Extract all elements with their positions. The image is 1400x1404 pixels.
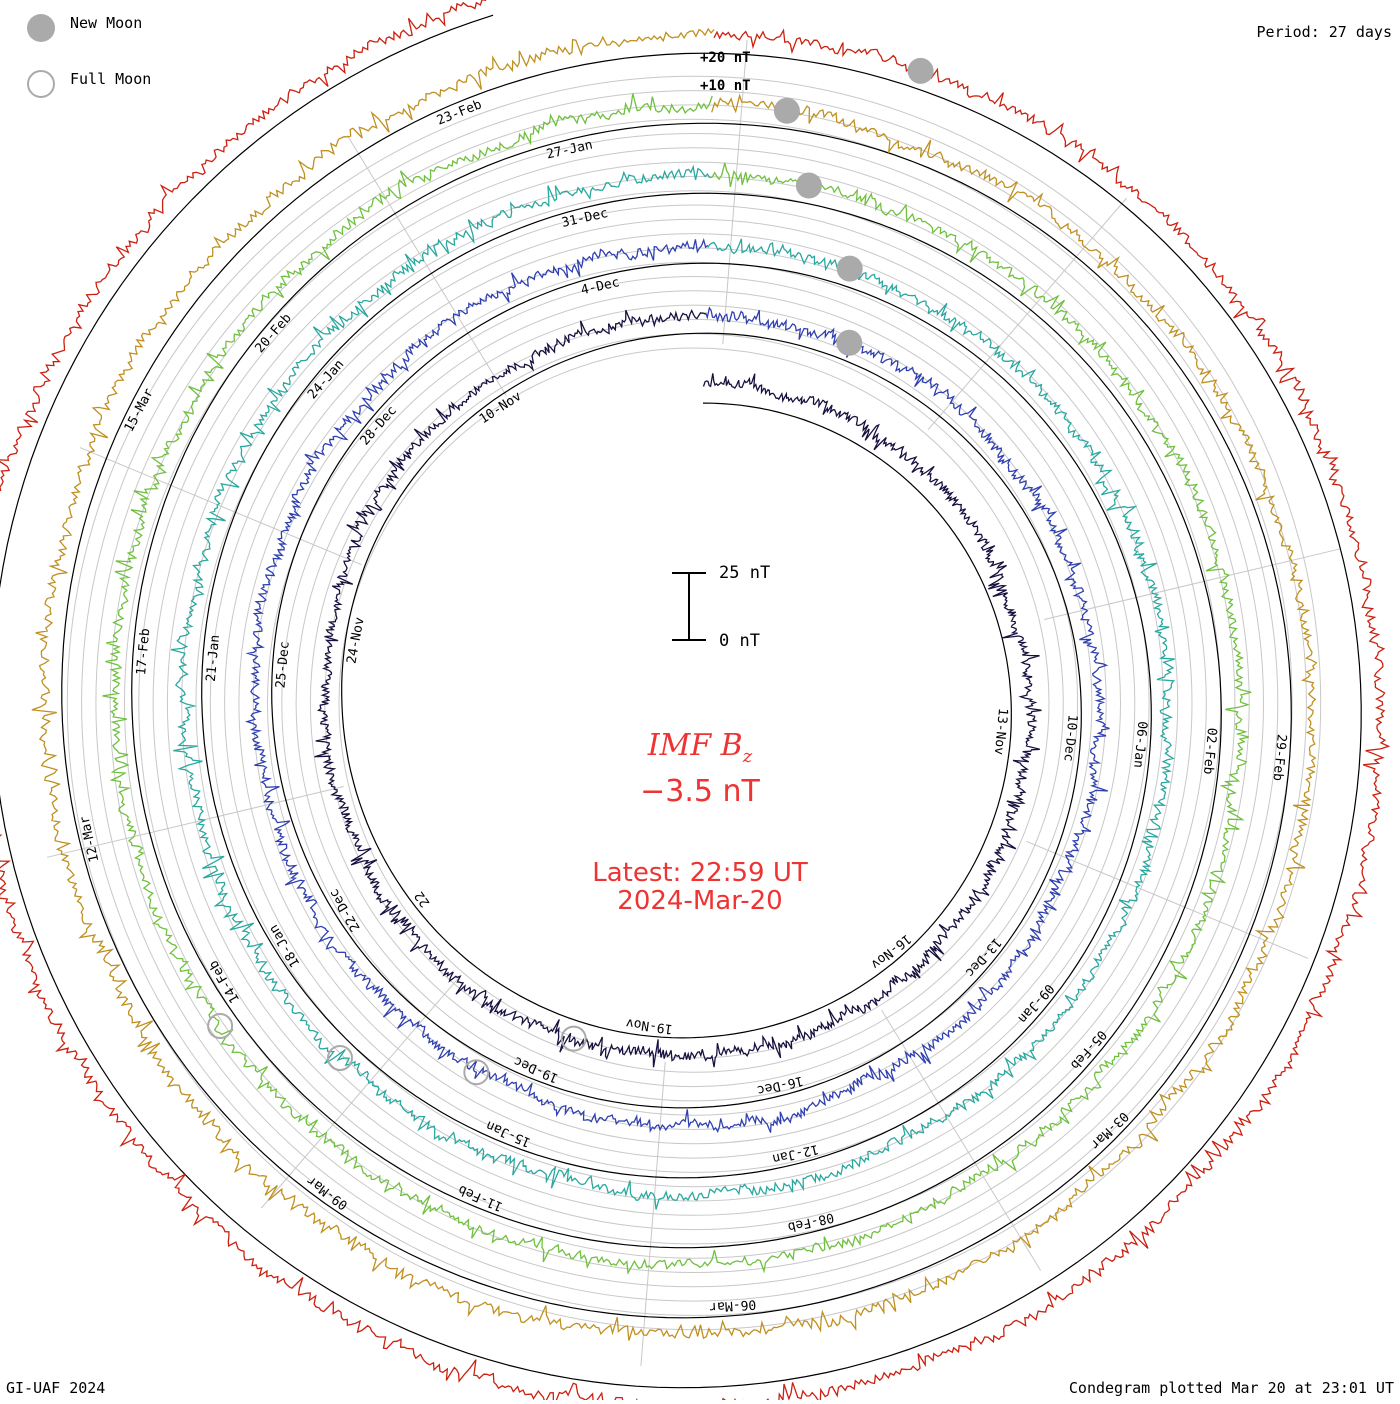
series-trace <box>314 308 1042 1068</box>
new-moon-legend-label: New Moon <box>70 14 143 32</box>
grid-spoke <box>722 40 748 345</box>
date-label: 27-Jan <box>545 138 594 163</box>
period-label: Period: 27 days <box>1256 23 1392 41</box>
grid-spoke <box>881 1009 1042 1271</box>
date-label: 29-Feb <box>1270 733 1289 781</box>
date-label: 19-Nov <box>625 1015 674 1036</box>
full-moon-legend-label: Full Moon <box>70 70 152 88</box>
label-layer: 13-Nov16-Nov19-Nov2224-Nov10-Nov10-Dec13… <box>77 97 1288 1314</box>
grid-spoke <box>640 1061 666 1366</box>
credit-label: GI-UAF 2024 <box>6 1379 106 1397</box>
grid-circle <box>309 318 1079 1088</box>
grid-circle <box>338 347 1050 1059</box>
grid-circle <box>224 233 1164 1173</box>
date-label: 12-Jan <box>771 1141 820 1166</box>
grid-circle <box>267 276 1121 1130</box>
grid-circle <box>252 261 1136 1145</box>
grid-circle <box>238 247 1150 1159</box>
new-moon-marker <box>773 97 800 124</box>
grid-circle <box>81 90 1307 1316</box>
scale-plus10-label: +10 nT <box>700 78 751 94</box>
scale-layer: +20 nT +10 nT <box>672 50 751 641</box>
date-label: 14-Feb <box>206 957 243 1005</box>
series-trace <box>244 237 1110 1134</box>
date-label: 10-Dec <box>1060 714 1079 762</box>
grid-spoke <box>1026 840 1309 959</box>
scale-top-label: 25 nT <box>719 563 771 583</box>
date-label: 12-Mar <box>77 814 102 863</box>
new-moon-legend-icon <box>27 14 55 42</box>
latest-date: 2024-Mar-20 <box>617 886 783 916</box>
full-moon-marker <box>207 1013 234 1039</box>
moon-layer <box>207 57 934 1086</box>
date-label: 06-Jan <box>1130 720 1149 768</box>
grid-circle <box>95 104 1293 1302</box>
grid-circle <box>209 218 1179 1188</box>
scale-bottom-label: 0 nT <box>719 631 760 651</box>
date-label: 25-Dec <box>273 641 292 689</box>
grid-circle <box>195 204 1193 1202</box>
new-moon-marker <box>907 57 934 84</box>
grid-spoke <box>927 197 1127 430</box>
grid-circle <box>295 304 1093 1102</box>
grid-circle <box>109 118 1279 1288</box>
series-trace <box>31 27 1318 1341</box>
date-label: 06-Mar <box>709 1296 757 1314</box>
date-label: 31-Dec <box>560 206 609 231</box>
baseline-spiral <box>0 14 1362 1389</box>
date-label: 13-Nov <box>991 707 1010 755</box>
latest-value: −3.5 nT <box>640 774 760 809</box>
grid-circle <box>152 161 1236 1245</box>
grid-layer <box>46 40 1342 1366</box>
latest-time: Latest: 22:59 UT <box>592 858 808 888</box>
series-trace <box>170 164 1175 1210</box>
new-moon-marker <box>836 255 863 282</box>
full-moon-marker <box>560 1025 587 1052</box>
parameter-title-sub: z <box>742 746 753 767</box>
series-trace <box>102 93 1252 1275</box>
grid-spoke <box>346 135 507 397</box>
grid-spoke <box>46 786 344 858</box>
date-label: 09-Mar <box>304 1172 351 1212</box>
new-moon-marker <box>795 172 822 199</box>
grid-circle <box>138 147 1250 1259</box>
grid-circle <box>124 133 1264 1273</box>
date-label: 22 <box>412 888 433 909</box>
date-label: 02-Feb <box>1200 727 1219 775</box>
full-moon-marker <box>327 1045 353 1071</box>
grid-circle <box>181 190 1207 1216</box>
scale-plus20-label: +20 nT <box>700 50 751 66</box>
date-label: 21-Jan <box>204 634 223 682</box>
parameter-title: IMF Bz <box>0 728 1400 767</box>
date-label: 17-Feb <box>134 628 153 676</box>
grid-spoke <box>261 976 461 1209</box>
parameter-title-main: IMF B <box>647 728 743 763</box>
full-moon-legend-icon <box>27 70 55 98</box>
date-label: 4-Dec <box>580 275 621 298</box>
date-label: 10-Nov <box>477 389 525 427</box>
date-label: 08-Feb <box>786 1209 835 1234</box>
full-moon-marker <box>463 1059 490 1086</box>
grid-circle <box>281 290 1107 1116</box>
plotted-timestamp: Condegram plotted Mar 20 at 23:01 UT <box>1068 1379 1394 1397</box>
grid-spoke <box>79 447 362 566</box>
new-moon-marker <box>836 329 863 356</box>
grid-circle <box>66 75 1322 1331</box>
